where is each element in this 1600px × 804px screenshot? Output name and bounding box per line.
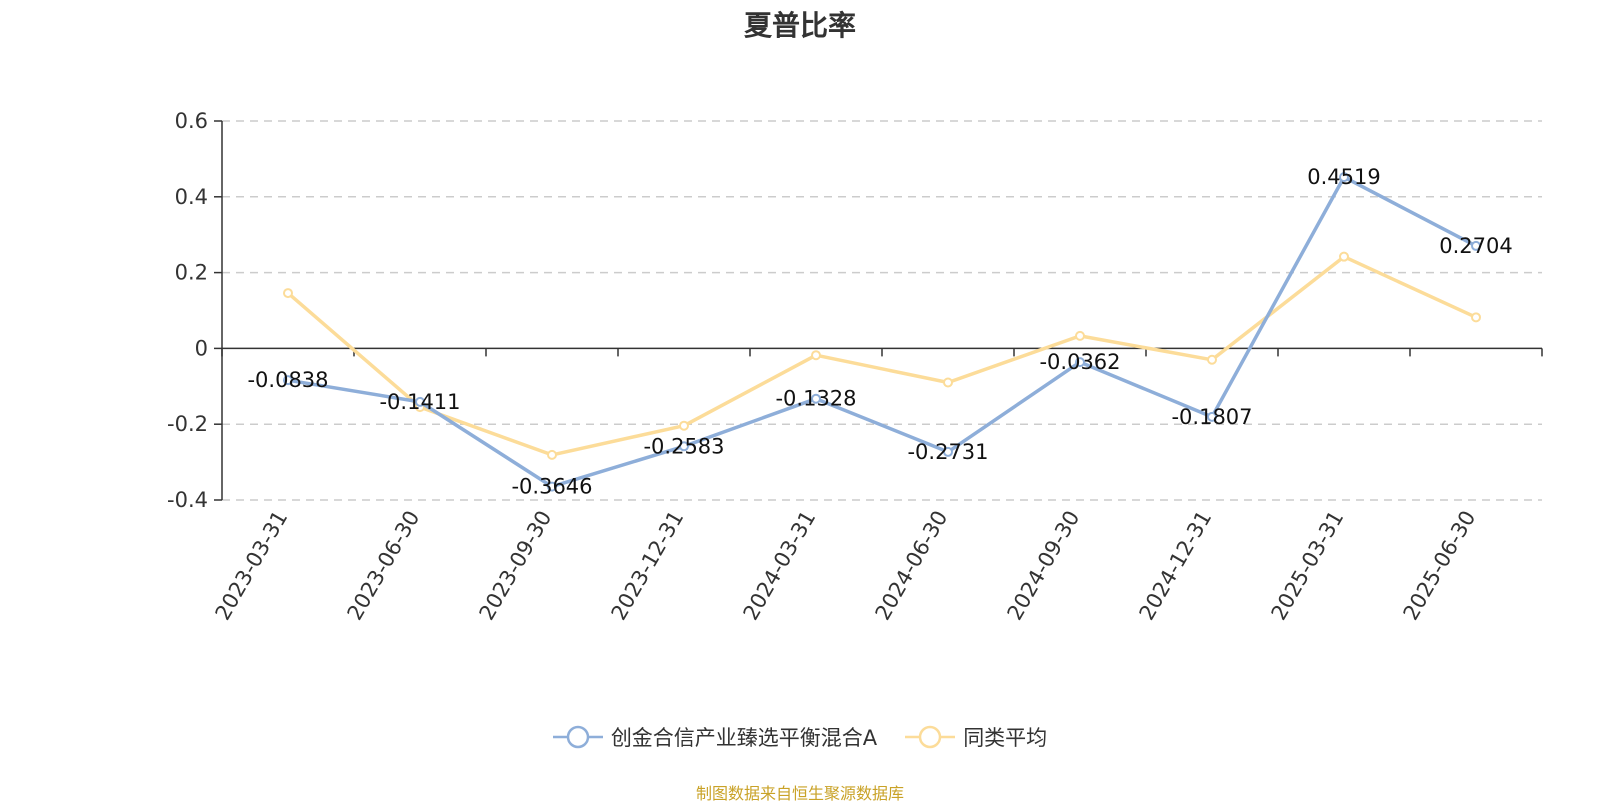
data-point: [943, 446, 953, 457]
data-label: -0.1807: [1171, 405, 1252, 429]
data-label: -0.1328: [775, 387, 856, 411]
data-point: [1075, 357, 1085, 368]
data-label: -0.0838: [247, 368, 328, 392]
data-label: -0.2731: [907, 440, 988, 464]
x-tick-label: 2023-09-30: [475, 507, 557, 625]
x-tick-label: 2025-06-30: [1399, 507, 1481, 625]
legend-label: 同类平均: [963, 726, 1048, 750]
source-note: 制图数据来自恒生聚源数据库: [695, 784, 904, 803]
x-tick-label: 2024-12-31: [1135, 507, 1217, 625]
series-lines: [283, 172, 1481, 492]
data-point: [547, 449, 557, 460]
data-point: [1207, 354, 1217, 365]
data-label: -0.0362: [1039, 350, 1120, 374]
data-point: [283, 288, 293, 299]
legend: 创金合信产业臻选平衡混合A 同类平均: [0, 722, 1600, 752]
data-point: [811, 393, 821, 404]
data-point: [811, 350, 821, 361]
series-line: [286, 254, 1477, 457]
series-line: [287, 175, 1477, 489]
y-tick-label: -0.4: [167, 488, 208, 512]
x-tick-label: 2024-09-30: [1003, 507, 1085, 625]
legend-item[interactable]: 同类平均: [905, 722, 1047, 752]
x-tick-label: 2025-03-31: [1267, 507, 1349, 625]
data-label: -0.1411: [379, 390, 460, 414]
data-point: [547, 481, 557, 492]
x-tick-label: 2023-06-30: [343, 507, 425, 625]
data-label: -0.2583: [643, 434, 724, 458]
legend-label: 创金合信产业臻选平衡混合A: [610, 726, 878, 750]
data-point: [1339, 172, 1349, 183]
y-tick-label: 0.4: [175, 185, 208, 209]
data-label: 0.2704: [1439, 234, 1512, 258]
data-point: [1075, 330, 1085, 341]
data-label: 0.4519: [1307, 165, 1380, 189]
data-point: [679, 441, 689, 452]
y-tick-label: -0.2: [167, 412, 208, 436]
legend-swatch-circle: [566, 725, 590, 749]
legend-item[interactable]: 创金合信产业臻选平衡混合A: [552, 722, 878, 752]
data-label: -0.3646: [511, 475, 592, 499]
x-tick-label: 2023-03-31: [211, 507, 293, 625]
x-tick-label: 2023-12-31: [607, 507, 689, 625]
data-point: [283, 375, 293, 386]
legend-line-circle-icon: [552, 725, 603, 749]
legend-swatch-circle: [918, 725, 942, 749]
data-point: [1207, 411, 1217, 422]
data-point: [1471, 312, 1481, 323]
data-point: [1339, 251, 1349, 262]
data-point: [1471, 240, 1481, 251]
y-tick-label: 0.2: [175, 261, 208, 285]
data-point: [679, 420, 689, 431]
data-labels: -0.0838 -0.1411 -0.3646 -0.2583 -0.1328 -0.27…: [247, 165, 1512, 498]
x-tick-label: 2024-03-31: [739, 507, 821, 625]
data-point: [415, 396, 425, 407]
data-point: [943, 377, 953, 388]
y-tick-label: 0: [195, 336, 208, 360]
x-tick-label: 2024-06-30: [871, 507, 953, 625]
y-tick-label: 0.6: [175, 109, 208, 133]
legend-line-circle-icon: [905, 725, 956, 749]
chart-title: 夏普比率: [743, 9, 856, 42]
